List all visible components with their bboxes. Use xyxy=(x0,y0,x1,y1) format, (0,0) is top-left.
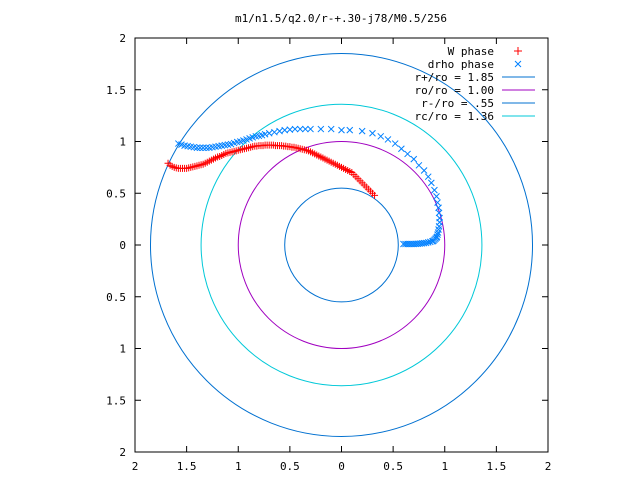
y-tick-label: 0 xyxy=(119,239,126,252)
drho-phase-point xyxy=(402,240,409,248)
x-tick-label: 1 xyxy=(235,460,242,473)
drho-phase-point xyxy=(199,144,207,152)
radius-circle xyxy=(200,103,483,387)
radius-circles xyxy=(149,53,534,437)
legend-label: ro/ro = 1.00 xyxy=(415,84,494,97)
drho-phase-point xyxy=(377,132,385,140)
drho-phase-point xyxy=(307,125,314,133)
legend-label: r+/ro = 1.85 xyxy=(415,71,494,84)
x-tick-label: 0.5 xyxy=(280,460,300,473)
drho-phase-point xyxy=(426,238,434,246)
radius-circle xyxy=(237,141,446,349)
drho-phase-point xyxy=(291,125,299,133)
chart-title: m1/n1.5/q2.0/r-+.30-j78/M0.5/256 xyxy=(235,12,447,25)
drho-phase-point xyxy=(434,229,442,236)
drho-phase-point xyxy=(429,238,436,245)
w-phase-point xyxy=(371,191,379,199)
drho-phase-point xyxy=(317,125,325,133)
drho-phase-point xyxy=(424,173,432,181)
radius-circle xyxy=(284,187,399,303)
x-tick-label: 1 xyxy=(441,460,448,473)
drho-phase-point xyxy=(433,193,440,200)
drho-phase-point xyxy=(302,125,309,133)
y-tick-label: 1.5 xyxy=(106,394,126,407)
y-tick-label: 0.5 xyxy=(106,291,126,304)
drho-phase-point xyxy=(296,125,304,133)
drho-phase-point xyxy=(431,186,438,194)
drho-phase-point xyxy=(265,129,273,137)
phase-points xyxy=(164,125,443,248)
y-tick-label: 0.5 xyxy=(106,187,126,200)
drho-phase-point xyxy=(193,144,201,152)
drho-phase-point xyxy=(420,167,428,174)
x-tick-label: 0 xyxy=(338,460,345,473)
y-tick-label: 2 xyxy=(119,32,126,45)
drho-phase-point xyxy=(358,127,366,135)
legend-label: r-/ro = .55 xyxy=(421,97,494,110)
x-tick-label: 2 xyxy=(132,460,139,473)
y-tick-label: 1 xyxy=(119,136,126,149)
legend-swatch xyxy=(514,60,522,68)
radius-circle xyxy=(149,53,534,437)
drho-phase-point xyxy=(327,125,335,133)
drho-phase-point xyxy=(338,126,345,134)
drho-phase-point xyxy=(261,130,269,138)
drho-phase-point xyxy=(400,240,407,248)
x-tick-label: 2 xyxy=(545,460,552,473)
x-tick-label: 1.5 xyxy=(486,460,506,473)
drho-phase-point xyxy=(276,127,283,135)
drho-phase-point xyxy=(404,150,411,158)
legend-label: rc/ro = 1.36 xyxy=(415,110,494,123)
drho-phase-point xyxy=(271,128,278,136)
axis-ticks: 2 1.5 1 0.5 0 0.5 1 1.5 221.510.500.511.52 xyxy=(106,32,551,473)
drho-phase-point xyxy=(346,126,354,134)
x-tick-label: 1.5 xyxy=(177,460,197,473)
drho-phase-point xyxy=(196,144,204,152)
drho-phase-point xyxy=(384,136,392,143)
y-tick-label: 1.5 xyxy=(106,84,126,97)
x-tick-label: 0.5 xyxy=(383,460,403,473)
drho-phase-point xyxy=(398,145,405,153)
drho-phase-point xyxy=(369,129,376,137)
drho-phase-point xyxy=(202,144,210,152)
legend-label: drho phase xyxy=(428,58,494,71)
drho-phase-point xyxy=(415,161,423,169)
legend-label: W phase xyxy=(448,45,494,58)
y-tick-label: 1 xyxy=(119,343,126,356)
drho-phase-point xyxy=(427,179,435,187)
legend-swatch xyxy=(514,47,522,55)
drho-phase-point xyxy=(410,155,418,163)
y-tick-label: 2 xyxy=(119,446,126,459)
drho-phase-point xyxy=(391,140,399,147)
drho-phase-point xyxy=(434,199,441,206)
